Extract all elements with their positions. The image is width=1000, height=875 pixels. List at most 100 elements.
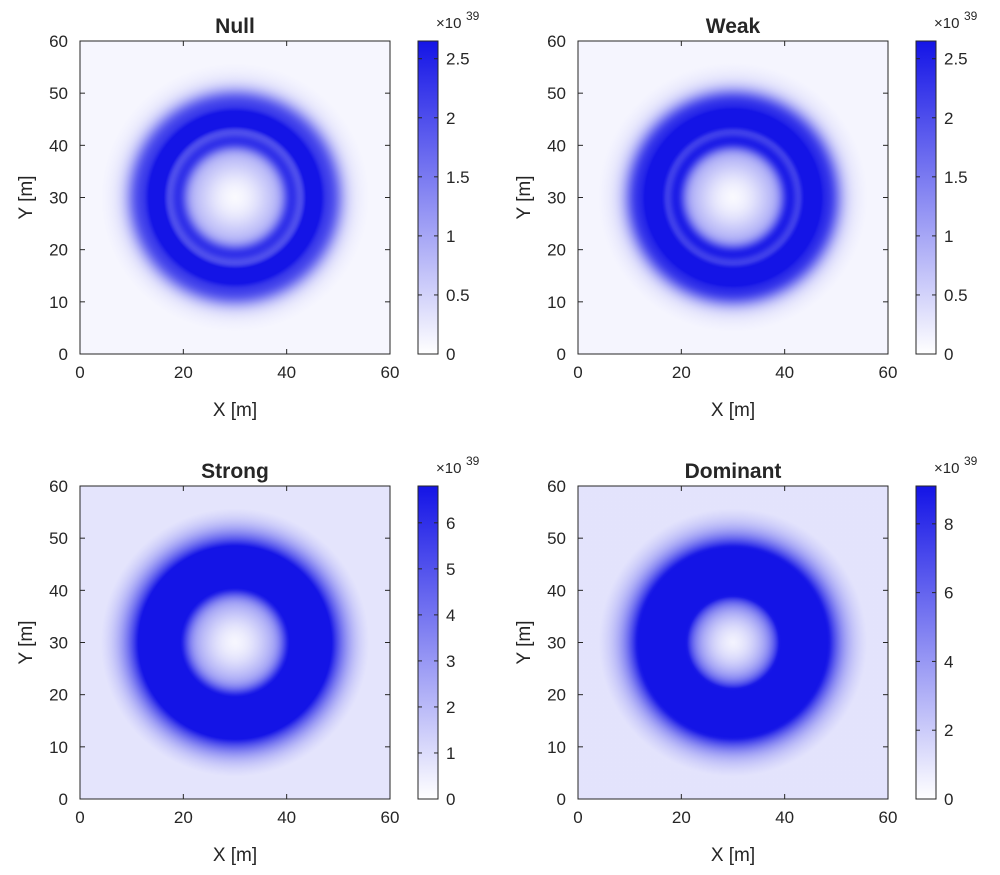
y-tick-label: 60: [49, 32, 68, 51]
x-tick-label: 60: [879, 808, 898, 827]
colorbar-tick-label: 1: [446, 744, 455, 763]
x-tick-label: 20: [174, 363, 193, 382]
x-tick-label: 20: [672, 363, 691, 382]
colorbar-tick-label: 0: [446, 345, 455, 364]
y-axis-label: Y [m]: [514, 176, 535, 220]
x-axis-label: X [m]: [711, 845, 755, 866]
colorbar: [417, 485, 439, 800]
x-axis-label: X [m]: [213, 845, 257, 866]
y-tick-label: 40: [547, 581, 566, 600]
chart-title: Weak: [706, 15, 761, 38]
x-tick-label: 60: [879, 363, 898, 382]
y-tick-label: 50: [547, 84, 566, 103]
colorbar-exponent: 39: [964, 454, 978, 468]
x-tick-label: 0: [75, 808, 84, 827]
x-tick-label: 40: [775, 363, 794, 382]
y-tick-label: 20: [49, 241, 68, 260]
x-tick-label: 60: [381, 363, 400, 382]
colorbar-tick-label: 8: [944, 515, 953, 534]
x-tick-label: 0: [75, 363, 84, 382]
x-tick-label: 20: [174, 808, 193, 827]
colorbar-tick-label: 2: [944, 721, 953, 740]
y-tick-label: 40: [49, 136, 68, 155]
panel-null: Null 0 20 40 60 0 10 20 30 40 50 60 X [m] Y [m] 0 0.5 1 1…: [16, 9, 480, 421]
colorbar-multiplier: ×10: [436, 460, 461, 477]
chart-title: Null: [215, 15, 255, 38]
heatmap-field: [578, 41, 888, 354]
colorbar-tick-label: 6: [944, 584, 953, 603]
chart-title: Strong: [201, 460, 269, 483]
colorbar-tick-label: 6: [446, 514, 455, 533]
y-tick-label: 0: [557, 790, 566, 809]
y-tick-label: 20: [547, 686, 566, 705]
colorbar-exponent: 39: [964, 9, 978, 23]
colorbar-tick-label: 2: [446, 109, 455, 128]
panel-weak: Weak 0 20 40 60 0 10 20 30 40 50 60 X [m] Y [m] 0 0.5 1 1…: [514, 9, 978, 421]
x-tick-label: 40: [277, 363, 296, 382]
panel-dominant: Dominant 0 20 40 60 0 10 20 30 40 50 60 X [m] Y [m] 0 2…: [514, 454, 978, 866]
y-tick-label: 0: [59, 790, 68, 809]
colorbar-tick-label: 1.5: [446, 168, 470, 187]
y-tick-label: 10: [547, 293, 566, 312]
colorbar-multiplier: ×10: [934, 15, 959, 32]
colorbar-tick-label: 2.5: [944, 50, 968, 69]
colorbar-exponent: 39: [466, 9, 480, 23]
colorbar-exponent: 39: [466, 454, 480, 468]
x-tick-label: 40: [277, 808, 296, 827]
colorbar-tick-label: 4: [446, 606, 455, 625]
y-tick-label: 60: [547, 32, 566, 51]
colorbar-tick-label: 3: [446, 652, 455, 671]
heatmap-field: [578, 486, 888, 799]
colorbar-tick-label: 1.5: [944, 168, 968, 187]
y-tick-label: 40: [49, 581, 68, 600]
heatmap-field: [80, 41, 390, 354]
colorbar-multiplier: ×10: [934, 460, 959, 477]
colorbar-tick-label: 0.5: [944, 286, 968, 305]
colorbar: [417, 40, 439, 355]
y-tick-label: 60: [49, 477, 68, 496]
y-tick-label: 40: [547, 136, 566, 155]
colorbar-tick-label: 0: [944, 345, 953, 364]
y-tick-label: 60: [547, 477, 566, 496]
colorbar-tick-label: 4: [944, 652, 953, 671]
colorbar-tick-label: 1: [944, 227, 953, 246]
x-axis-label: X [m]: [711, 400, 755, 421]
y-axis-label: Y [m]: [16, 621, 37, 665]
x-tick-label: 0: [573, 808, 582, 827]
y-tick-label: 0: [59, 345, 68, 364]
y-tick-label: 10: [49, 293, 68, 312]
y-tick-label: 10: [547, 738, 566, 757]
heatmap-field: [80, 486, 390, 799]
chart-title: Dominant: [685, 460, 782, 483]
y-axis-label: Y [m]: [16, 176, 37, 220]
y-tick-label: 0: [557, 345, 566, 364]
colorbar-multiplier: ×10: [436, 15, 461, 32]
x-tick-label: 0: [573, 363, 582, 382]
y-tick-label: 30: [547, 189, 566, 208]
y-tick-label: 30: [49, 634, 68, 653]
colorbar-tick-label: 2.5: [446, 50, 470, 69]
panel-strong: Strong 0 20 40 60 0 10 20 30 40 50 60 X [m] Y [m] 0 1 2 3…: [16, 454, 480, 866]
y-tick-label: 30: [49, 189, 68, 208]
y-axis-label: Y [m]: [514, 621, 535, 665]
y-tick-label: 10: [49, 738, 68, 757]
y-tick-label: 20: [49, 686, 68, 705]
colorbar-tick-label: 2: [446, 698, 455, 717]
x-tick-label: 60: [381, 808, 400, 827]
colorbar-tick-label: 1: [446, 227, 455, 246]
x-axis-label: X [m]: [213, 400, 257, 421]
colorbar: [915, 485, 937, 800]
y-tick-label: 30: [547, 634, 566, 653]
colorbar-tick-label: 0: [446, 790, 455, 809]
colorbar-tick-label: 2: [944, 109, 953, 128]
colorbar: [915, 40, 937, 355]
y-tick-label: 20: [547, 241, 566, 260]
x-tick-label: 20: [672, 808, 691, 827]
y-tick-label: 50: [49, 84, 68, 103]
y-tick-label: 50: [49, 529, 68, 548]
x-tick-label: 40: [775, 808, 794, 827]
colorbar-tick-label: 0.5: [446, 286, 470, 305]
y-tick-label: 50: [547, 529, 566, 548]
colorbar-tick-label: 5: [446, 560, 455, 579]
